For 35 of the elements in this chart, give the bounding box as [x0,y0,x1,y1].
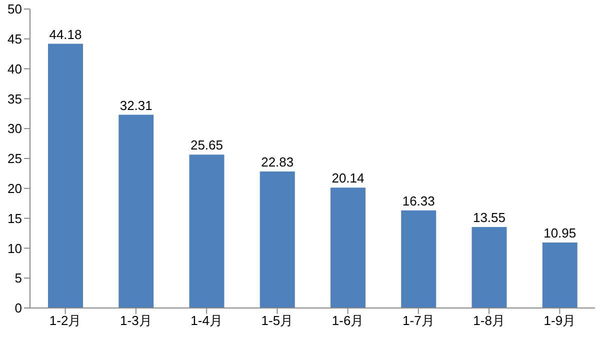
y-tick-label: 10 [8,240,22,256]
x-tick-label: 1-5月 [261,313,294,328]
y-tick-label: 50 [8,2,22,17]
bar [48,44,83,308]
x-tick-label: 1-2月 [49,313,82,328]
data-label: 25.65 [190,138,224,153]
y-tick-label: 30 [8,121,22,136]
y-tick-label: 40 [8,61,22,76]
data-label: 16.33 [402,193,435,208]
y-tick-label: 25 [8,151,22,166]
x-tick-label: 1-8月 [473,313,505,328]
data-label: 22.83 [261,154,294,170]
x-tick-label: 1-4月 [190,313,222,328]
y-tick-label: 35 [8,91,22,106]
y-tick-label: 15 [8,210,22,226]
x-tick-label: 1-7月 [402,313,434,328]
bar [118,114,154,308]
data-label: 20.14 [332,170,364,186]
bar [472,226,507,308]
y-tick-label: 45 [8,32,22,47]
data-label: 13.55 [472,210,506,225]
data-label: 32.31 [120,98,152,113]
x-tick-label: 1-9月 [544,313,576,328]
data-label: 44.18 [49,26,82,42]
bar [260,171,295,308]
bar [330,188,366,308]
data-label: 10.95 [544,226,576,241]
y-tick-label: 0 [14,300,22,316]
bar [189,154,224,308]
x-tick-label: 1-3月 [120,313,152,328]
y-tick-label: 20 [8,181,22,196]
bar [542,242,578,308]
bar [401,210,436,308]
x-tick-label: 1-6月 [332,313,364,328]
y-tick-label: 5 [14,270,22,286]
